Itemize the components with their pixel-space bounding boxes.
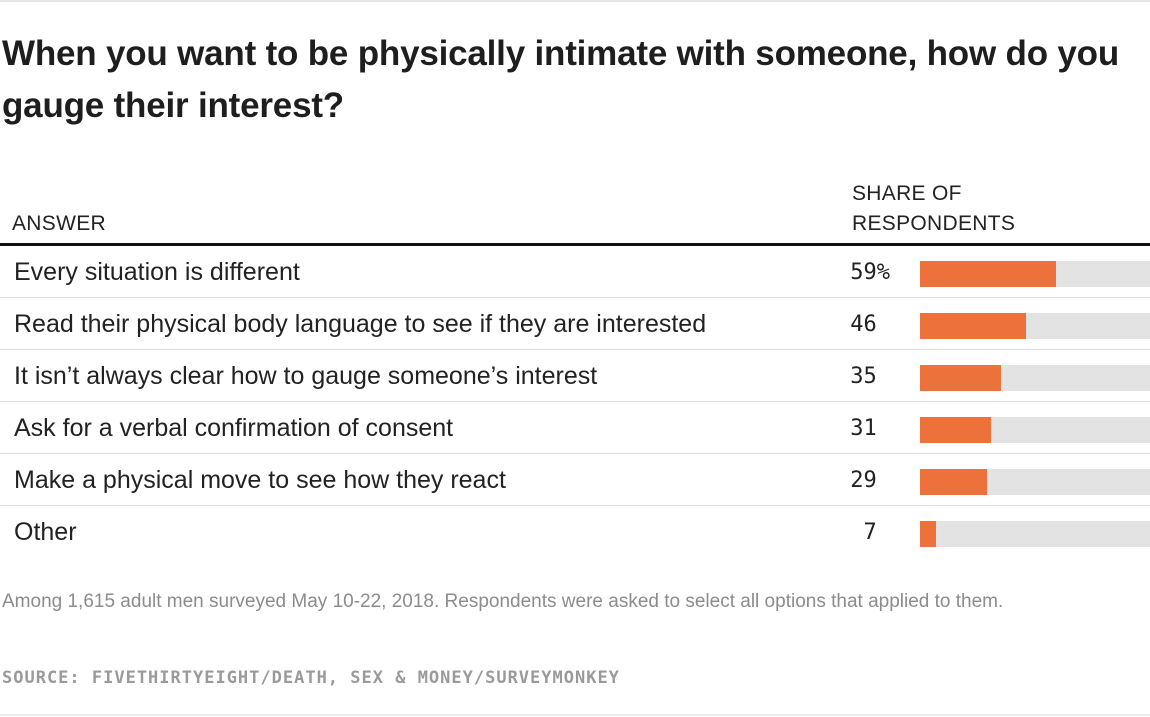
bar-track xyxy=(920,365,1150,391)
row-value-number: 59 xyxy=(850,260,877,285)
bar xyxy=(920,521,936,547)
bar-track xyxy=(920,469,1150,495)
row-label: Ask for a verbal confirmation of consent xyxy=(14,414,454,442)
row-label: Every situation is different xyxy=(14,258,300,286)
answer-column-header: ANSWER xyxy=(12,212,106,235)
bottom-rule xyxy=(0,714,1150,716)
row-label: Other xyxy=(14,518,77,546)
percent-suffix: % xyxy=(876,260,890,285)
row-value-number: 46 xyxy=(850,312,877,337)
bar xyxy=(920,469,987,495)
row-label: It isn’t always clear how to gauge someo… xyxy=(14,362,598,390)
row-value: 7% xyxy=(800,518,890,548)
chart-title: When you want to be physically intimate … xyxy=(2,34,1120,125)
bar-track xyxy=(920,313,1150,339)
table-row: Read their physical body language to see… xyxy=(0,298,1150,350)
row-value-number: 29 xyxy=(850,468,877,493)
row-value-number: 7 xyxy=(863,520,877,545)
row-value: 59% xyxy=(800,258,890,288)
table-row: Every situation is different 59% xyxy=(0,246,1150,298)
bar-track xyxy=(920,521,1150,547)
table-row: It isn’t always clear how to gauge someo… xyxy=(0,350,1150,402)
row-value: 35% xyxy=(800,362,890,392)
top-rule xyxy=(0,0,1150,2)
bar-track xyxy=(920,417,1150,443)
row-label: Read their physical body language to see… xyxy=(14,310,707,338)
table-row: Other 7% xyxy=(0,506,1150,558)
row-value-number: 35 xyxy=(850,364,877,389)
chart-source: SOURCE: FIVETHIRTYEIGHT/DEATH, SEX & MON… xyxy=(2,668,620,688)
table-row: Make a physical move to see how they rea… xyxy=(0,454,1150,506)
bar xyxy=(920,261,1056,287)
row-value: 46% xyxy=(800,310,890,340)
bar-track xyxy=(920,261,1150,287)
share-column-header: SHARE OF RESPONDENTS xyxy=(852,182,1016,235)
row-value-number: 31 xyxy=(850,416,877,441)
bar xyxy=(920,417,991,443)
chart-note: Among 1,615 adult men surveyed May 10-22… xyxy=(2,591,1004,612)
bar xyxy=(920,365,1001,391)
row-label: Make a physical move to see how they rea… xyxy=(14,466,506,494)
row-value: 29% xyxy=(800,466,890,496)
header-rule xyxy=(0,243,1150,246)
row-value: 31% xyxy=(800,414,890,444)
chart-rows: Every situation is different 59% Read thei… xyxy=(0,246,1150,558)
table-row: Ask for a verbal confirmation of consent… xyxy=(0,402,1150,454)
bar xyxy=(920,313,1026,339)
